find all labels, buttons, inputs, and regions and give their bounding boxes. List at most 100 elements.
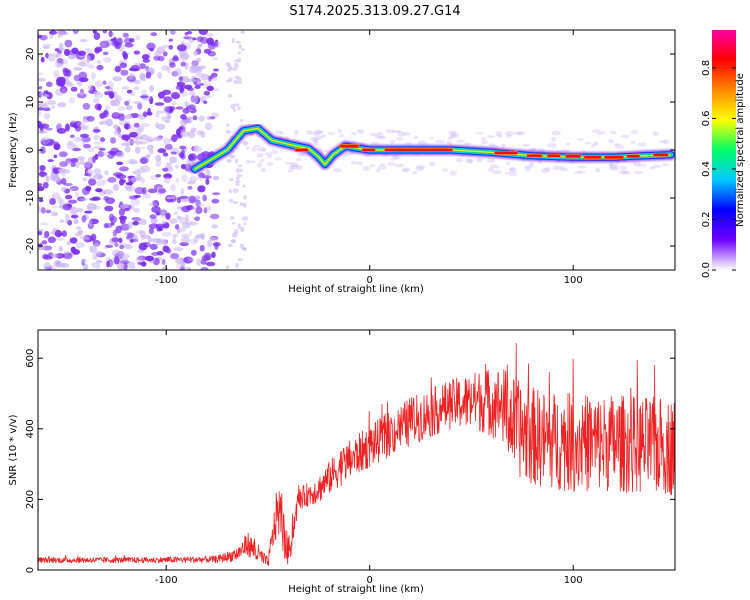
noise-blob xyxy=(64,39,73,48)
noise-blob xyxy=(102,30,108,34)
noise-blob xyxy=(189,65,198,74)
haze-blob xyxy=(653,164,662,168)
noise-blob xyxy=(229,154,236,158)
haze-blob xyxy=(608,162,614,168)
noise-blob xyxy=(163,96,173,103)
noise-blob xyxy=(62,203,72,211)
noise-blob xyxy=(53,259,63,268)
noise-blob xyxy=(187,131,195,139)
haze-blob xyxy=(509,166,516,171)
noise-blob xyxy=(64,194,73,200)
noise-blob xyxy=(90,262,101,268)
colorbar: 0.0 0.2 0.4 0.6 0.8 Normalized spectral ampl… xyxy=(701,30,746,278)
haze-blob xyxy=(337,128,343,134)
noise-blob xyxy=(185,214,190,222)
haze-blob xyxy=(417,140,427,146)
noise-blob xyxy=(149,47,154,52)
haze-blob xyxy=(454,132,460,138)
noise-blob xyxy=(204,122,213,131)
noise-blob xyxy=(173,247,184,252)
noise-blob xyxy=(139,134,150,141)
haze-blob xyxy=(435,139,446,144)
noise-blob xyxy=(199,244,205,252)
noise-blob xyxy=(179,195,189,200)
noise-blob xyxy=(55,237,65,241)
noise-blob xyxy=(202,175,212,179)
noise-blob xyxy=(225,62,231,67)
noise-blob xyxy=(157,91,166,99)
noise-blob xyxy=(51,205,59,209)
noise-blob xyxy=(94,103,102,111)
noise-blob xyxy=(90,233,97,242)
noise-blob xyxy=(149,243,158,250)
noise-blob xyxy=(178,76,184,82)
noise-blob xyxy=(133,207,140,213)
haze-blob xyxy=(256,153,264,158)
noise-blob xyxy=(228,243,233,248)
noise-blob xyxy=(126,75,136,82)
noise-blob xyxy=(181,198,189,203)
noise-blob xyxy=(56,30,63,36)
colorbar-tick-label: 0.8 xyxy=(701,60,712,76)
noise-blob xyxy=(233,79,239,85)
haze-blob xyxy=(273,157,282,161)
noise-blob xyxy=(188,90,196,96)
noise-blob xyxy=(198,30,208,36)
haze-blob xyxy=(486,135,496,138)
noise-blob xyxy=(70,86,78,92)
haze-blob xyxy=(377,165,387,170)
haze-blob xyxy=(492,170,502,175)
noise-blob xyxy=(228,77,233,82)
haze-blob xyxy=(618,170,628,174)
noise-blob xyxy=(93,135,100,140)
noise-blob xyxy=(129,138,134,146)
haze-blob xyxy=(375,168,381,173)
noise-blob xyxy=(141,89,147,95)
noise-blob xyxy=(175,106,184,110)
noise-blob xyxy=(227,93,233,98)
noise-blob xyxy=(177,227,186,233)
noise-blob xyxy=(237,223,241,229)
noise-blob xyxy=(205,205,212,213)
noise-blob xyxy=(162,167,169,172)
haze-blob xyxy=(368,132,379,136)
noise-blob xyxy=(161,231,172,237)
noise-blob xyxy=(175,178,180,184)
noise-blob xyxy=(240,226,245,233)
noise-blob xyxy=(119,62,128,69)
noise-blob xyxy=(40,56,45,63)
snr-panel: -100 0 100 0 200 400 600 Height of straight li… xyxy=(8,329,676,595)
noise-blob xyxy=(180,90,188,97)
noise-blob xyxy=(192,37,197,41)
haze-blob xyxy=(450,132,457,138)
haze-blob xyxy=(530,148,538,152)
haze-blob xyxy=(490,164,498,168)
haze-blob xyxy=(522,143,531,148)
noise-blob xyxy=(181,266,191,270)
noise-blob xyxy=(207,239,213,248)
noise-blob xyxy=(42,245,53,251)
noise-blob xyxy=(192,115,198,121)
noise-blob xyxy=(163,173,173,180)
noise-blob xyxy=(147,235,152,243)
noise-blob xyxy=(145,71,152,79)
noise-blob xyxy=(102,80,107,85)
noise-blob xyxy=(47,159,54,163)
noise-blob xyxy=(107,176,117,183)
noise-blob xyxy=(203,252,212,261)
noise-blob xyxy=(195,206,203,214)
haze-blob xyxy=(253,144,261,148)
noise-blob xyxy=(110,38,115,42)
noise-blob xyxy=(243,195,247,200)
noise-blob xyxy=(70,214,79,219)
noise-blob xyxy=(58,204,63,209)
noise-blob xyxy=(172,234,177,241)
noise-blob xyxy=(96,60,102,64)
noise-blob xyxy=(104,170,109,176)
noise-blob xyxy=(231,232,238,238)
noise-blob xyxy=(226,123,230,127)
haze-blob xyxy=(495,165,500,169)
snr-y-tick-label: 400 xyxy=(25,419,36,438)
noise-blob xyxy=(200,130,206,138)
noise-blob xyxy=(64,219,69,224)
